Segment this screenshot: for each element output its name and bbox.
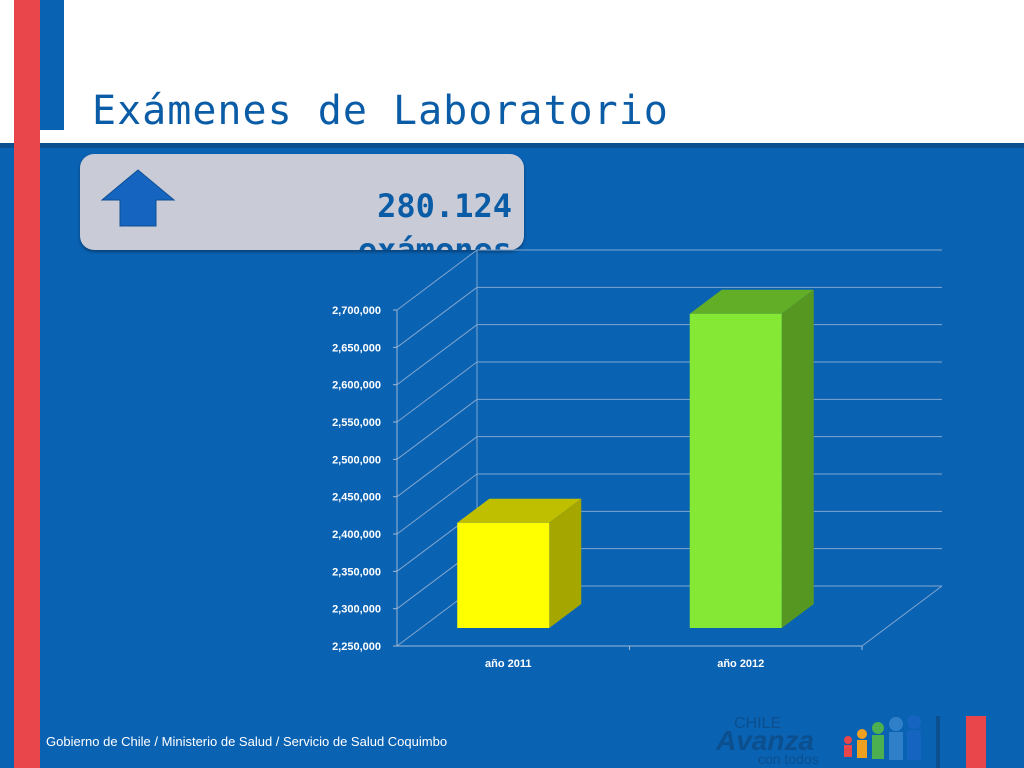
gridline-side bbox=[396, 361, 478, 423]
left-red-stripe bbox=[14, 0, 40, 768]
bar-front bbox=[457, 522, 550, 628]
gridline-side bbox=[396, 473, 478, 535]
footer-text: Gobierno de Chile / Ministerio de Salud … bbox=[46, 734, 448, 749]
gridline-side bbox=[396, 398, 478, 460]
x-tick-label: año 2011 bbox=[485, 658, 531, 670]
gridline-side bbox=[396, 436, 478, 498]
y-tick-label: 2,500,000 bbox=[332, 454, 381, 466]
x-tick-label: año 2012 bbox=[717, 658, 764, 670]
bar-2 bbox=[689, 289, 814, 628]
callout-label: exámenes bbox=[357, 231, 512, 250]
y-tick-label: 2,300,000 bbox=[332, 604, 381, 616]
y-tick-label: 2,350,000 bbox=[332, 566, 381, 578]
y-tick-label: 2,450,000 bbox=[332, 492, 381, 504]
y-tick-label: 2,550,000 bbox=[332, 417, 381, 429]
logo-con-todos-text: con todos bbox=[758, 751, 819, 767]
slide-title: Exámenes de Laboratorio bbox=[92, 88, 669, 134]
family-figures-icon bbox=[844, 715, 921, 760]
y-tick-label: 2,400,000 bbox=[332, 529, 381, 541]
chart-bars bbox=[457, 289, 814, 628]
chart-axes: 2,250,000 2,300,000 2,350,000 2,400,000 2,45… bbox=[332, 305, 863, 670]
bar-top bbox=[457, 498, 582, 523]
gridline-side bbox=[396, 249, 478, 311]
bar-1 bbox=[457, 498, 582, 628]
logo-avanza-text: Avanza bbox=[715, 725, 814, 756]
bar-side bbox=[781, 289, 814, 628]
gridline-side bbox=[396, 324, 478, 386]
floor-edge bbox=[861, 585, 943, 647]
arrow-up-icon bbox=[100, 169, 176, 227]
callout-box: 280.124 exámenes bbox=[80, 154, 524, 250]
bar-front bbox=[689, 313, 782, 628]
bar-top bbox=[689, 289, 814, 314]
left-blue-stripe bbox=[40, 0, 64, 130]
slide-header bbox=[0, 0, 1024, 148]
gridline-side bbox=[396, 286, 478, 348]
y-tick-label: 2,700,000 bbox=[332, 305, 381, 317]
callout-text: 280.124 exámenes bbox=[212, 184, 512, 250]
y-tick-label: 2,600,000 bbox=[332, 380, 381, 392]
bar-side bbox=[549, 498, 582, 628]
chile-avanza-logo: CHILE Avanza con todos bbox=[715, 715, 986, 768]
y-tick-label: 2,650,000 bbox=[332, 342, 381, 354]
y-tick-label: 2,250,000 bbox=[332, 641, 381, 653]
callout-value: 280.124 bbox=[377, 187, 512, 225]
header-divider bbox=[0, 143, 1024, 148]
logo-chile-text: CHILE bbox=[734, 715, 781, 732]
